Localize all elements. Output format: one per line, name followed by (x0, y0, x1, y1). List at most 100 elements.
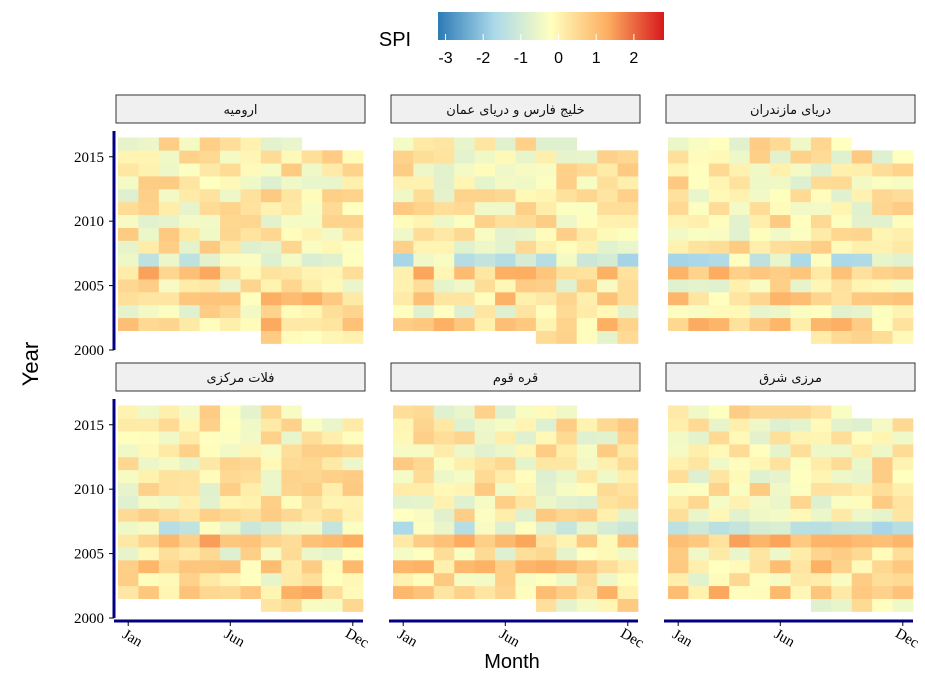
heatmap-cell (729, 201, 750, 216)
heatmap-cell (281, 150, 303, 164)
heatmap-cell (708, 163, 730, 177)
heatmap-cell (433, 214, 455, 228)
heatmap-cell (688, 521, 710, 535)
heatmap-cell (831, 444, 853, 458)
heatmap-cell (301, 317, 323, 331)
heatmap-cell (474, 469, 496, 484)
y-tick-label: 2010 (74, 214, 104, 230)
heatmap-cell (138, 534, 160, 548)
heatmap-cell (892, 585, 914, 599)
heatmap-cell (179, 482, 200, 496)
heatmap-cell (515, 547, 537, 561)
heatmap-cell (810, 418, 832, 432)
heatmap-cell (301, 150, 323, 164)
heatmap-cell (342, 253, 364, 267)
panel-strip (665, 94, 916, 124)
legend-tick-label: -3 (438, 50, 452, 67)
heatmap-cell (118, 201, 139, 216)
heatmap-cell (729, 572, 750, 587)
heatmap-cell (433, 201, 455, 216)
y-tick-label: 2000 (74, 343, 104, 359)
heatmap-cell (810, 214, 832, 228)
heatmap-cell (749, 292, 771, 306)
heatmap-cell (708, 547, 730, 561)
heatmap-cell (474, 547, 496, 561)
heatmap-cell (770, 482, 791, 496)
heatmap-cell (179, 585, 200, 599)
heatmap-cell (260, 585, 282, 599)
heatmap-cell (158, 456, 180, 471)
heatmap-cell (831, 560, 853, 574)
heatmap-cell (413, 418, 435, 432)
heatmap-cell (301, 266, 323, 280)
heatmap-cell (199, 508, 221, 522)
heatmap-cell (301, 534, 323, 548)
heatmap-cell (118, 188, 139, 203)
heatmap-cell (413, 534, 435, 548)
heatmap-cell (240, 547, 262, 561)
heatmap-cell (281, 279, 303, 293)
heatmap-cell (413, 137, 435, 151)
heatmap-cell (535, 572, 557, 587)
heatmap-cell (199, 317, 221, 331)
heatmap-cell (260, 431, 282, 445)
heatmap-cell (556, 469, 578, 484)
heatmap-cell (393, 534, 414, 548)
heatmap-cell (281, 330, 303, 344)
heatmap-cell (342, 279, 364, 293)
x-tick-label: Dec (342, 626, 371, 652)
heatmap-cell (138, 163, 160, 177)
heatmap-cell (729, 431, 750, 445)
heatmap-cell (556, 292, 578, 306)
heatmap-cell (556, 330, 578, 344)
heatmap-cell (495, 469, 516, 484)
heatmap-cell (597, 317, 618, 331)
heatmap-cell (688, 279, 710, 293)
heatmap-cell (770, 266, 791, 280)
heatmap-cell (576, 240, 598, 254)
heatmap-cell (413, 482, 435, 496)
heatmap-cell (851, 292, 873, 306)
heatmap-cell (556, 176, 578, 190)
heatmap-cell (281, 418, 303, 432)
heatmap-cell (576, 150, 598, 164)
heatmap-cell (413, 201, 435, 216)
heatmap-cell (749, 240, 771, 254)
heatmap-cell (301, 572, 323, 587)
heatmap-cell (281, 521, 303, 535)
heatmap-cell (118, 240, 139, 254)
heatmap-cell (851, 418, 873, 432)
heatmap-cell (597, 279, 618, 293)
heatmap-cell (281, 188, 303, 203)
heatmap-cell (515, 150, 537, 164)
heatmap-cell (892, 431, 914, 445)
heatmap-cell (454, 431, 475, 445)
heatmap-cell (535, 444, 557, 458)
heatmap-cell (220, 266, 241, 280)
heatmap-cell (393, 585, 414, 599)
heatmap-cell (301, 227, 323, 241)
heatmap-cell (708, 521, 730, 535)
heatmap-cell (790, 534, 812, 548)
heatmap-cell (413, 572, 435, 587)
heatmap-cell (872, 444, 893, 458)
heatmap-cell (342, 560, 364, 574)
heatmap-cell (892, 227, 914, 241)
heatmap-cell (322, 240, 343, 254)
heatmap-cell (220, 560, 241, 574)
panel-title: قره قوم (493, 371, 538, 386)
heatmap-cell (790, 137, 812, 151)
heatmap-cell (342, 508, 364, 522)
heatmap-cell (179, 508, 200, 522)
heatmap-cell (240, 253, 262, 267)
heatmap-cell (535, 292, 557, 306)
x-tick-label: Jun (221, 626, 247, 651)
heatmap-cell (433, 150, 455, 164)
heatmap-cell (199, 560, 221, 574)
heatmap-cell (831, 317, 853, 331)
heatmap-cell (708, 279, 730, 293)
heatmap-cell (851, 482, 873, 496)
heatmap-cell (138, 469, 160, 484)
heatmap-cell (199, 240, 221, 254)
heatmap-cell (668, 508, 689, 522)
